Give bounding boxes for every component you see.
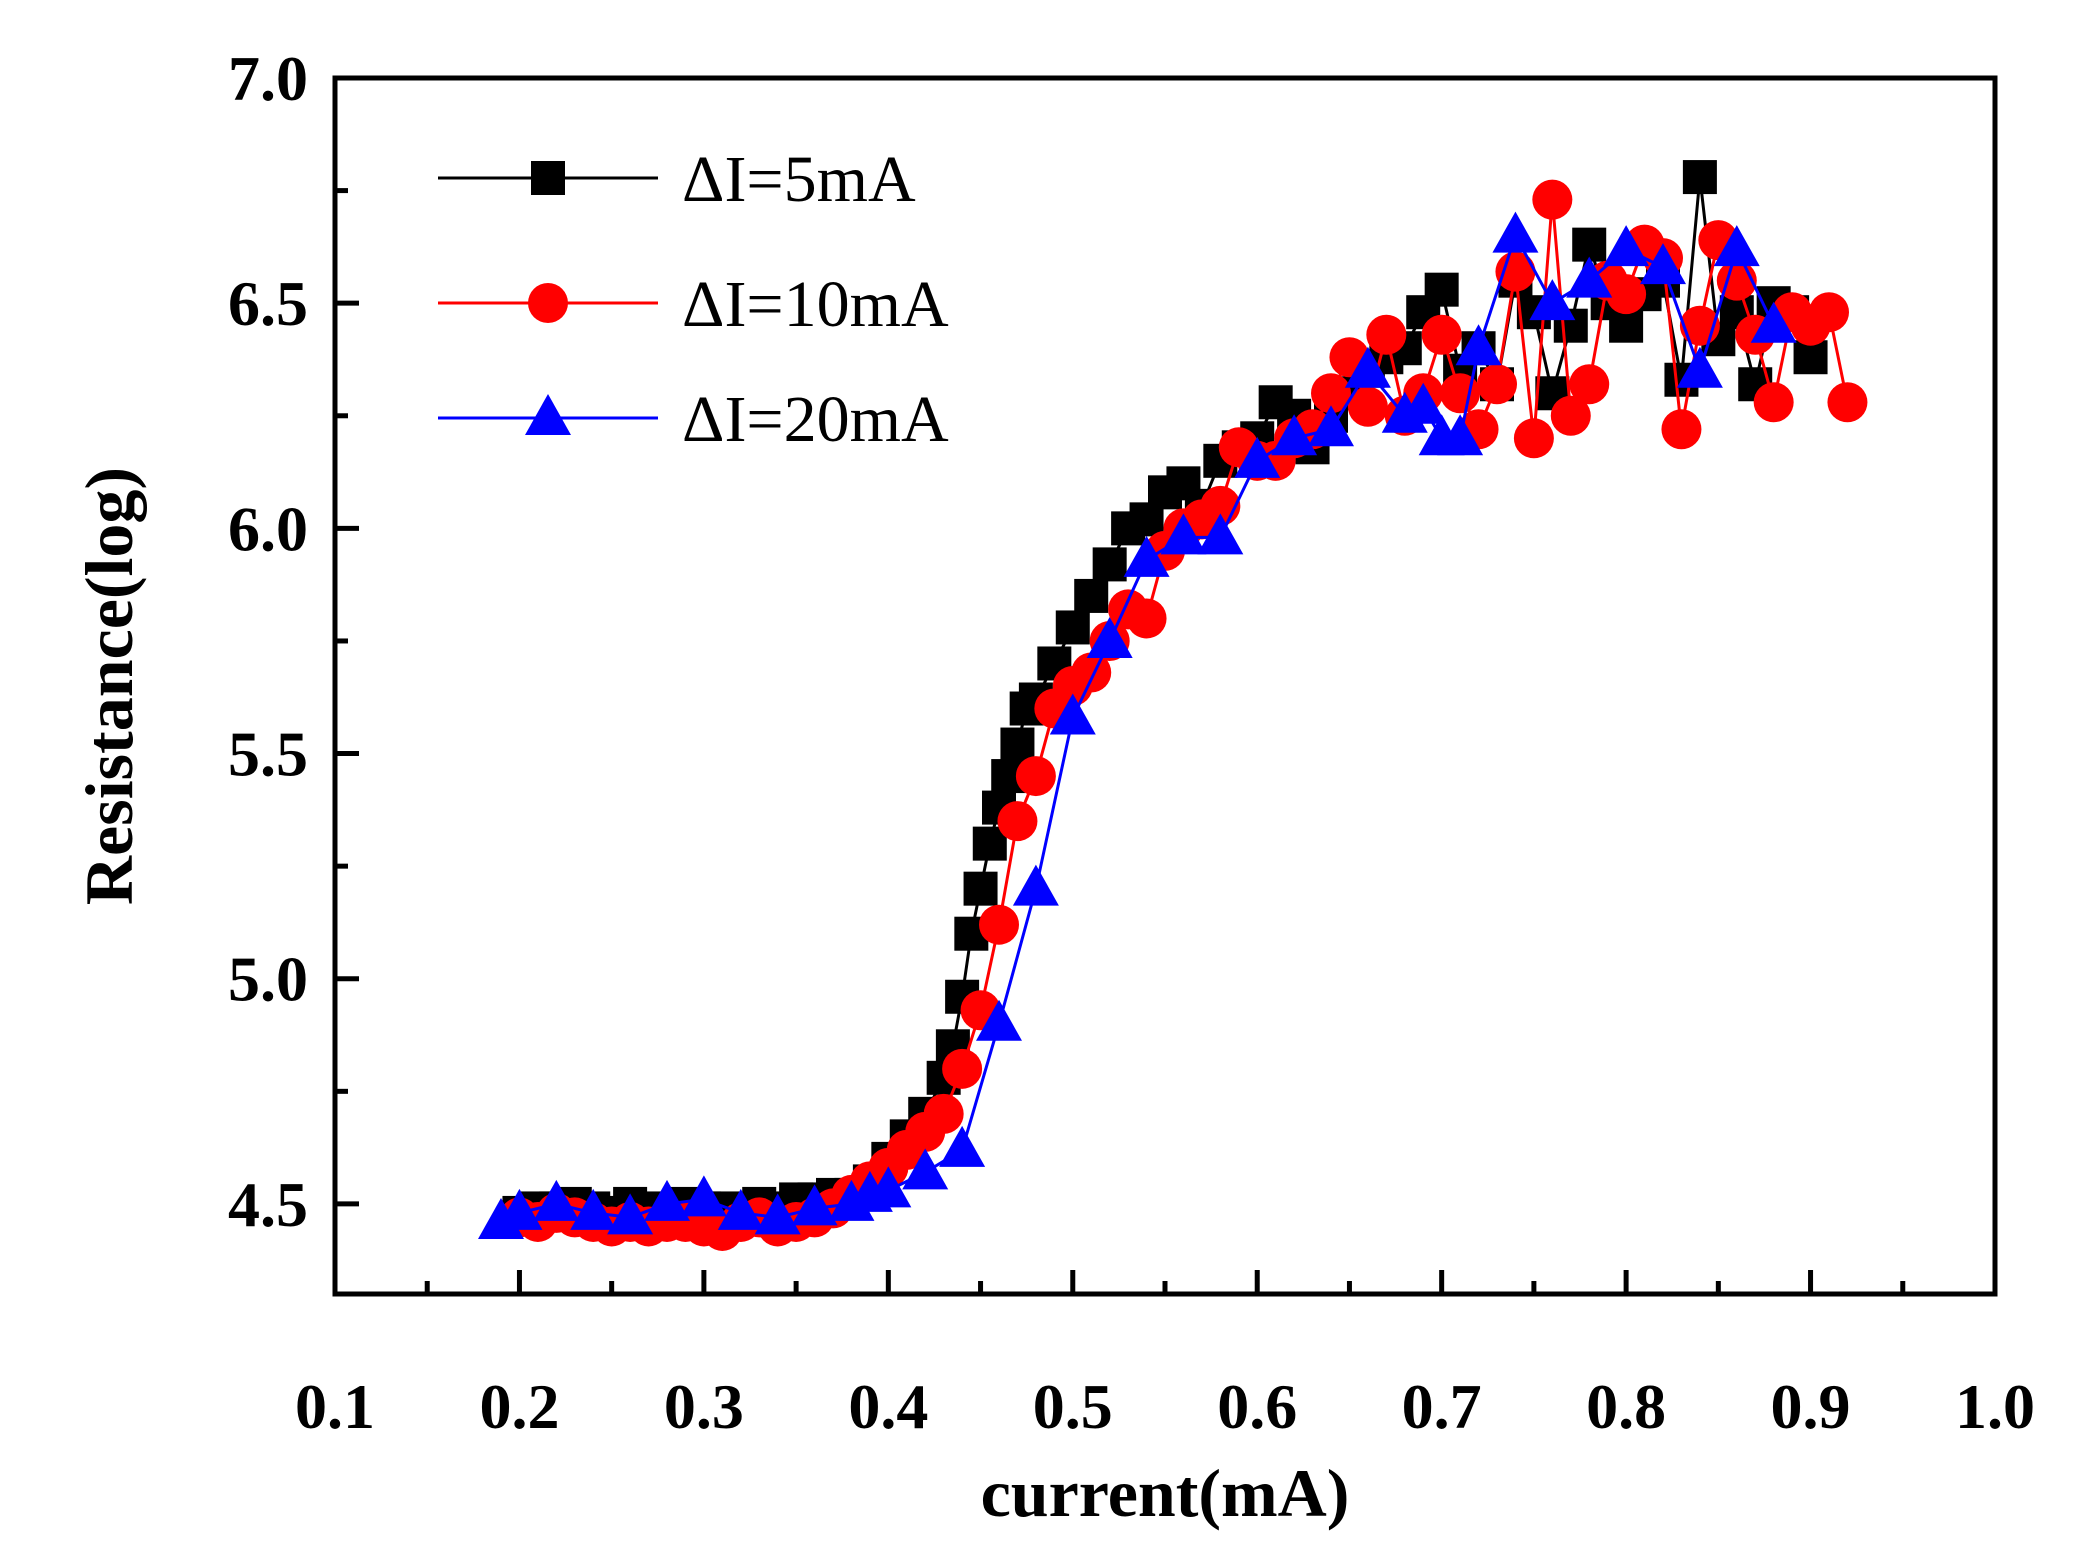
data-point-triangle (939, 1125, 986, 1167)
data-point-triangle (1566, 256, 1613, 298)
x-tick-label: 0.4 (848, 1371, 928, 1442)
data-point-triangle (1271, 414, 1318, 456)
x-tick-label: 0.6 (1217, 1371, 1297, 1442)
data-point-triangle (1676, 346, 1723, 388)
data-point-circle (1495, 251, 1536, 292)
data-point-triangle (1234, 436, 1281, 478)
data-point-circle (1569, 364, 1610, 405)
y-axis-ticks: 4.5 5.0 5.5 6.0 6.5 7.0 (228, 43, 359, 1240)
data-point-triangle (1086, 616, 1133, 658)
data-point-circle (1366, 314, 1407, 355)
data-point-triangle (717, 1188, 764, 1230)
series-triangle (478, 211, 1797, 1239)
data-point-circle (1347, 386, 1388, 427)
y-tick-label: 6.5 (228, 268, 308, 339)
x-tick-label: 0.3 (664, 1371, 744, 1442)
data-point-square (1074, 578, 1109, 613)
data-point-square (1092, 547, 1127, 582)
data-point-circle (1606, 274, 1647, 315)
data-point-triangle (1603, 225, 1650, 267)
y-tick-label: 5.5 (228, 719, 308, 790)
data-point-triangle (865, 1166, 912, 1208)
data-point-square (1682, 160, 1717, 195)
data-point-circle (1661, 409, 1702, 450)
data-point-triangle (754, 1193, 801, 1235)
legend: ΔI=5mA ΔI=10mA ΔI=20mA (438, 143, 949, 456)
y-tick-label: 5.0 (228, 944, 308, 1015)
data-point-circle (1513, 418, 1554, 459)
data-point-circle (1753, 382, 1794, 423)
x-tick-label: 0.9 (1771, 1371, 1851, 1442)
y-axis-title: Resistance(log) (71, 467, 147, 905)
legend-marker-square (531, 161, 565, 195)
data-point-triangle (1308, 405, 1354, 447)
y-tick-label: 6.0 (228, 493, 308, 564)
data-point-circle (1827, 382, 1868, 423)
data-point-circle (1311, 373, 1351, 414)
x-tick-label: 0.7 (1402, 1371, 1482, 1442)
data-point-triangle (1344, 346, 1391, 388)
data-point-triangle (607, 1193, 654, 1235)
x-axis-title: current(mA) (981, 1455, 1350, 1531)
data-point-triangle (791, 1184, 838, 1226)
x-tick-label: 0.5 (1033, 1371, 1113, 1442)
data-point-square (1793, 340, 1828, 375)
data-point-triangle (644, 1179, 690, 1221)
y-tick-label: 4.5 (228, 1169, 308, 1240)
y-tick-label: 7.0 (228, 43, 308, 114)
data-point-circle (1550, 395, 1591, 436)
data-point-triangle (1437, 414, 1484, 456)
data-point-triangle (1197, 513, 1244, 555)
data-point-square (1572, 227, 1607, 262)
data-point-triangle (1455, 324, 1502, 366)
legend-marker-circle (528, 283, 568, 323)
data-point-circle (1421, 314, 1462, 355)
data-point-circle (1015, 756, 1056, 797)
x-tick-label: 0.8 (1586, 1371, 1666, 1442)
data-point-triangle (1529, 279, 1576, 321)
series-line-circle (519, 199, 1849, 1233)
data-point-circle (1126, 598, 1167, 639)
data-point-triangle (1492, 211, 1539, 253)
data-point-triangle (902, 1148, 949, 1190)
data-point-triangle (1123, 535, 1170, 577)
data-point-circle (942, 1048, 983, 1089)
data-point-square (1424, 272, 1459, 307)
data-point-triangle (1400, 382, 1447, 424)
legend-label: ΔI=20mA (682, 383, 949, 456)
x-tick-label: 0.2 (479, 1371, 559, 1442)
data-point-square (1000, 727, 1035, 762)
data-point-triangle (1713, 225, 1760, 267)
legend-label: ΔI=10mA (682, 268, 949, 341)
x-axis-ticks: 0.1 0.2 0.3 0.4 0.5 0.6 0.7 0.8 0.9 1.0 (295, 1270, 2035, 1442)
data-point-triangle (496, 1188, 543, 1230)
data-point-square (963, 871, 998, 906)
data-point-circle (1071, 652, 1112, 693)
x-tick-label: 0.1 (295, 1371, 375, 1442)
legend-label: ΔI=5mA (682, 143, 916, 216)
data-point-circle (923, 1093, 964, 1134)
data-point-triangle (976, 999, 1022, 1041)
data-point-circle (1809, 292, 1849, 333)
data-point-triangle (1750, 301, 1797, 343)
data-point-triangle (1640, 243, 1686, 285)
data-point-circle (1532, 179, 1573, 220)
x-tick-label: 1.0 (1955, 1371, 2035, 1442)
data-point-triangle (1049, 693, 1096, 735)
data-point-circle (1440, 373, 1481, 414)
data-point-triangle (1160, 513, 1207, 555)
data-point-triangle (1012, 864, 1059, 906)
legend-marker-triangle (525, 394, 571, 435)
data-point-square (1055, 610, 1090, 645)
data-point-square (1609, 308, 1644, 343)
data-point-triangle (533, 1179, 580, 1221)
data-point-circle (979, 904, 1019, 945)
data-point-circle (997, 801, 1038, 842)
data-point-circle (1477, 364, 1517, 405)
data-point-triangle (680, 1175, 727, 1217)
data-series (478, 160, 1868, 1251)
data-point-triangle (570, 1188, 617, 1230)
